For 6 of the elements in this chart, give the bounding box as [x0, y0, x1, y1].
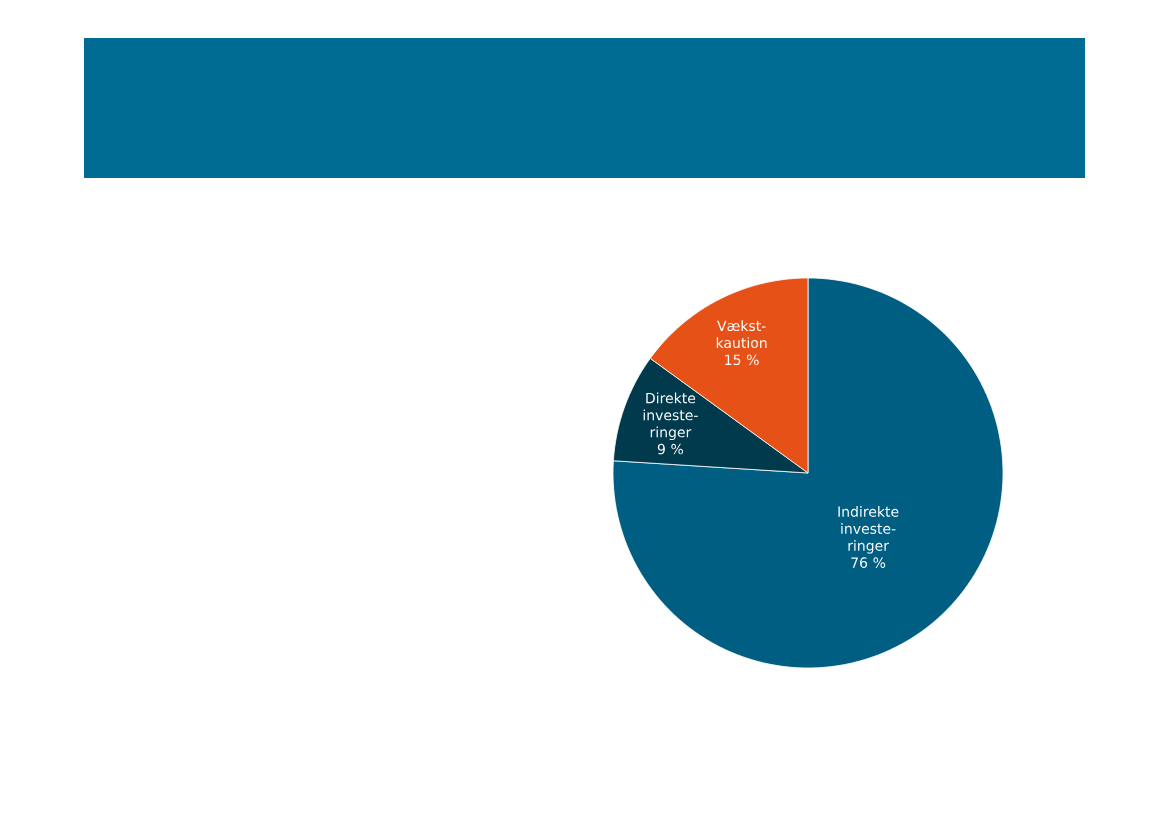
- data-label: 15 %: [725, 354, 759, 366]
- slice-label: Vækst-kaution: [716, 320, 767, 349]
- data-label: 9 %: [657, 443, 684, 455]
- slice-label: Direkte investe-ringer: [643, 392, 698, 441]
- data-label: 76 %: [851, 557, 886, 568]
- slice-label: Indirekte investe-ringer: [838, 506, 899, 554]
